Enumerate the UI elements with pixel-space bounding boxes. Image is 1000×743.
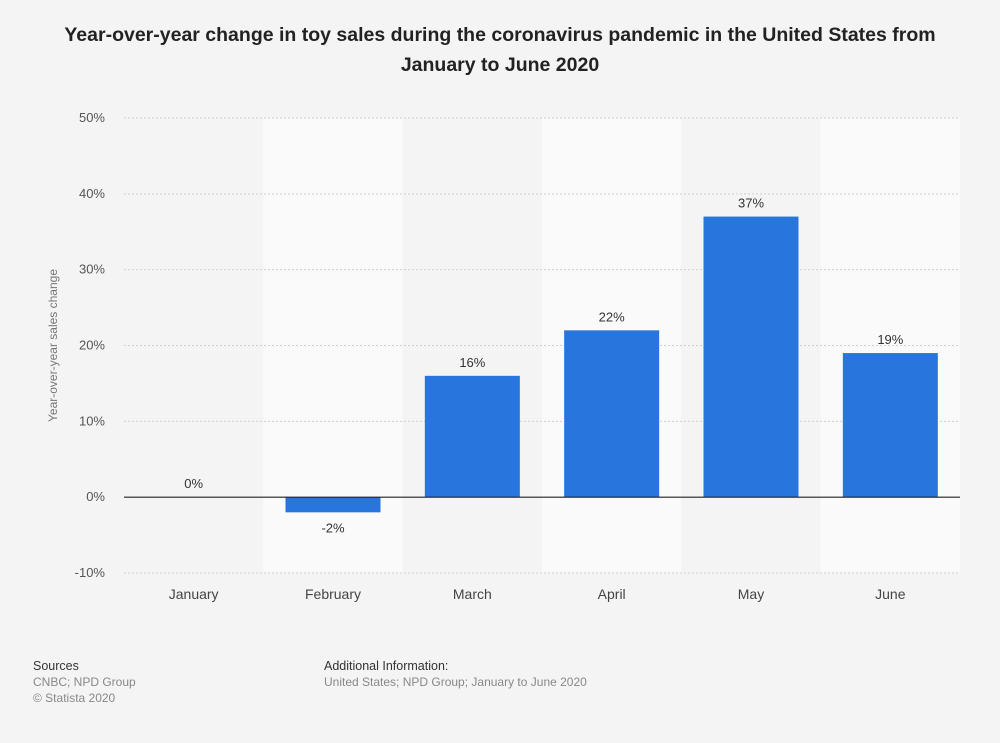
bar-february (285, 497, 381, 513)
data-label: 16% (459, 355, 485, 370)
additional-info-text: United States; NPD Group; January to Jun… (324, 675, 587, 689)
x-tick-label: February (305, 586, 361, 602)
bar-march (424, 375, 520, 498)
y-tick-label: 30% (79, 262, 105, 277)
bar-may (703, 216, 799, 498)
data-label: -2% (321, 520, 345, 535)
y-tick-label: 0% (86, 489, 105, 504)
data-label: 37% (738, 196, 764, 211)
x-tick-label: June (875, 586, 906, 602)
bar-june (842, 353, 938, 498)
y-tick-label: 40% (79, 186, 105, 201)
y-tick-label: 10% (79, 413, 105, 428)
bar-april (564, 330, 660, 498)
copyright-line: © Statista 2020 (33, 691, 116, 705)
sources-line[interactable]: CNBC; NPD Group (33, 675, 136, 689)
additional-info-block: Additional Information: United States; N… (324, 658, 587, 690)
y-axis-title: Year-over-year sales change (46, 269, 60, 422)
data-label: 19% (877, 332, 903, 347)
chart-title: Year-over-year change in toy sales durin… (64, 24, 936, 76)
y-tick-label: 20% (79, 338, 105, 353)
x-tick-label: January (169, 586, 219, 602)
additional-info-heading: Additional Information: (324, 659, 449, 673)
x-tick-label: April (598, 586, 626, 602)
y-tick-label: 50% (79, 110, 105, 125)
sources-block: Sources CNBC; NPD Group © Statista 2020 (33, 658, 136, 706)
data-label: 22% (599, 309, 625, 324)
data-label: 0% (184, 476, 203, 491)
x-tick-label: May (738, 586, 764, 602)
y-tick-label: -10% (75, 565, 106, 580)
sources-heading: Sources (33, 659, 79, 673)
x-tick-label: March (453, 586, 492, 602)
